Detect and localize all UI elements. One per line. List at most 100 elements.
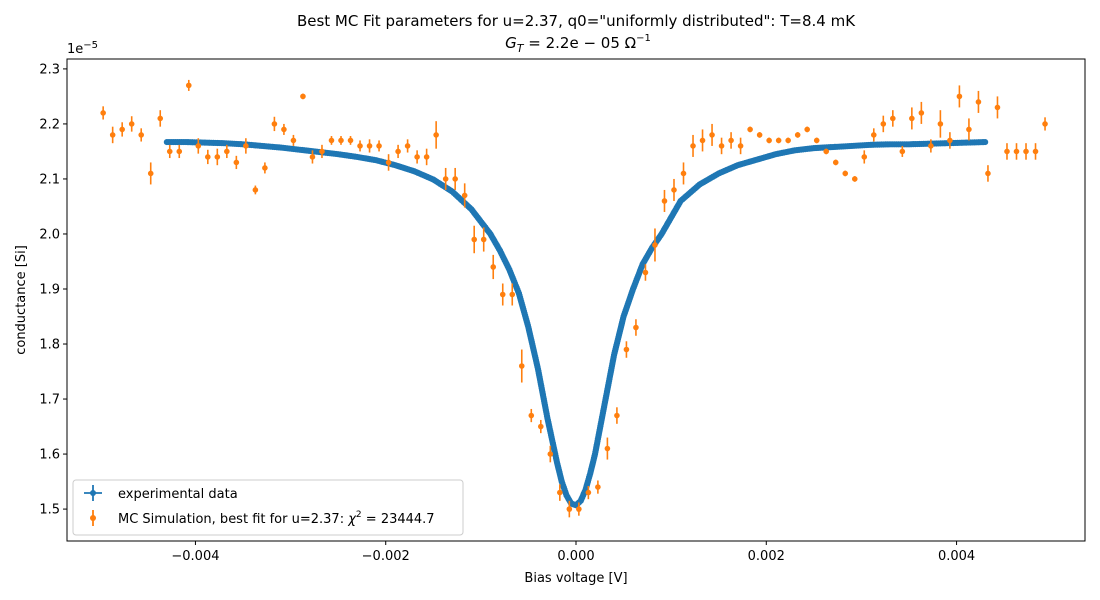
mc-point (1042, 121, 1048, 127)
mc-point (918, 110, 925, 116)
mc-point (994, 104, 1001, 111)
series-experimental-data (163, 138, 989, 509)
mc-point (747, 126, 753, 133)
mc-point (614, 412, 620, 419)
mc-point (357, 143, 363, 149)
mc-point (832, 159, 839, 166)
mc-point (319, 148, 325, 155)
mc-point (518, 363, 525, 369)
legend-exp-marker (90, 490, 96, 496)
y-tick-label: 2.0 (39, 227, 60, 242)
mc-point (376, 143, 382, 149)
mc-point (804, 126, 810, 133)
mc-point (166, 148, 173, 155)
mc-point (928, 143, 934, 149)
mc-point (271, 121, 278, 127)
mc-point (642, 269, 649, 276)
mc-point (633, 324, 639, 331)
mc-point (766, 137, 772, 144)
mc-point (851, 176, 858, 182)
subtitle-sup: −1 (636, 33, 651, 44)
legend-mc-marker (90, 515, 96, 521)
mc-point (309, 154, 316, 160)
mc-point (499, 291, 506, 298)
mc-point (243, 143, 249, 149)
y-tick-label: 2.2 (39, 117, 60, 132)
y-tick-label: 1.7 (39, 393, 60, 408)
mc-point (728, 137, 734, 144)
x-axis-label: Bias voltage [V] (524, 571, 627, 586)
mc-point (975, 99, 982, 105)
mc-point (557, 489, 563, 496)
mc-point (157, 115, 164, 122)
mc-point (652, 242, 658, 248)
x-tick-label: 0.000 (557, 549, 594, 564)
mc-point (604, 445, 611, 452)
mc-point (956, 93, 963, 100)
mc-point (1004, 148, 1010, 155)
mc-point (709, 132, 715, 138)
experimental-point (982, 138, 989, 146)
mc-point (756, 132, 763, 138)
mc-point (547, 451, 554, 457)
mc-point (823, 148, 830, 155)
y-axis-ticks: 1.5 1.6 1.7 1.8 1.9 2.0 2.1 2.2 2.3 (39, 62, 67, 518)
mc-point (138, 132, 145, 138)
legend-mc-label: MC Simulation, best fit for u=2.37: χ2 =… (118, 510, 435, 527)
x-axis-ticks: −0.004 −0.002 0.000 0.002 0.004 (171, 541, 975, 564)
mc-point (661, 198, 668, 204)
mc-point (1023, 148, 1029, 155)
mc-point (623, 346, 630, 353)
mc-point (176, 148, 183, 155)
mc-point (214, 154, 221, 160)
mc-point (1032, 148, 1039, 155)
mc-point (785, 137, 791, 144)
mc-point (404, 143, 411, 149)
mc-point (794, 132, 801, 138)
x-tick-label: 0.002 (748, 549, 785, 564)
mc-point (461, 192, 468, 199)
legend-mc-main: MC Simulation, best fit for u=2.37: (118, 512, 348, 527)
mc-point (281, 126, 287, 133)
mc-point (347, 137, 354, 144)
mc-point (870, 132, 877, 138)
mc-point (699, 137, 706, 144)
mc-point (109, 132, 116, 138)
mc-point (947, 137, 953, 144)
mc-point (385, 159, 392, 166)
y-tick-label: 1.6 (39, 448, 60, 463)
mc-point (1013, 148, 1020, 155)
mc-point (680, 170, 687, 177)
mc-point (119, 126, 125, 133)
legend: experimental data MC Simulation, best fi… (72, 479, 464, 536)
mc-point (185, 82, 192, 89)
series-mc-simulation (100, 79, 1048, 518)
mc-point (585, 489, 592, 496)
mc-point (566, 506, 573, 512)
mc-point (842, 170, 849, 177)
x-tick-label: 0.004 (938, 549, 975, 564)
mc-point (452, 176, 458, 182)
mc-point (880, 121, 887, 127)
mc-point (414, 154, 420, 160)
mc-point (576, 506, 582, 512)
mc-point (899, 148, 906, 155)
legend-box (72, 479, 464, 536)
mc-point (433, 132, 439, 138)
mc-point (338, 137, 344, 144)
mc-point (775, 137, 782, 144)
mc-point (890, 115, 896, 122)
mc-point (595, 484, 601, 490)
y-tick-label: 1.9 (39, 282, 60, 297)
mc-point (537, 423, 544, 430)
mc-point (861, 154, 868, 160)
mc-point (423, 154, 430, 160)
mc-point (147, 170, 154, 177)
mc-point (985, 170, 991, 177)
mc-point (690, 143, 696, 149)
mc-point (528, 412, 535, 419)
legend-mc-sup: 2 (356, 510, 362, 520)
subtitle-rest: = 2.2e − 05 Ω (523, 34, 636, 52)
